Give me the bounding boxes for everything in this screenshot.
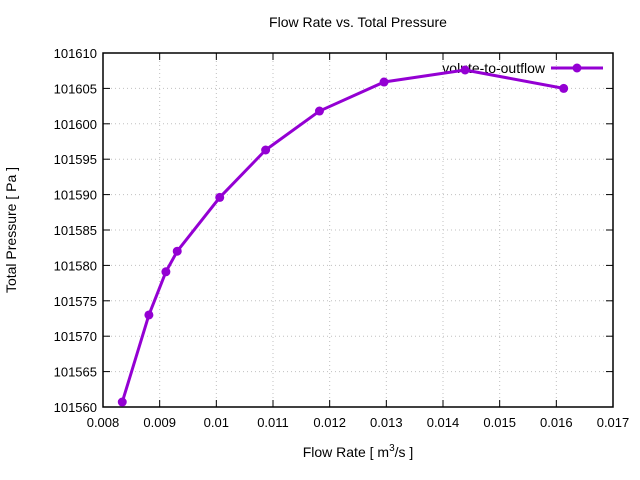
y-tick-label: 101605 bbox=[54, 81, 97, 96]
y-tick-label: 101570 bbox=[54, 329, 97, 344]
chart-title: Flow Rate vs. Total Pressure bbox=[269, 14, 447, 30]
data-point-marker bbox=[215, 192, 225, 202]
legend-sample-marker bbox=[572, 63, 582, 73]
y-tick-label: 101610 bbox=[54, 46, 97, 61]
series-line bbox=[120, 68, 566, 404]
x-axis-label: Flow Rate [ m3/s ] bbox=[303, 443, 414, 460]
data-point-marker bbox=[261, 145, 271, 155]
y-tick-label: 101600 bbox=[54, 117, 97, 132]
x-axis-label-unit: /s ] bbox=[395, 444, 414, 460]
data-point-marker bbox=[460, 65, 470, 75]
y-tick-label: 101560 bbox=[54, 400, 97, 415]
data-point-marker bbox=[559, 83, 569, 93]
x-tick-label: 0.011 bbox=[257, 415, 289, 430]
y-tick-label: 101585 bbox=[54, 223, 97, 238]
x-tick-label: 0.017 bbox=[597, 415, 630, 430]
y-tick-label: 101595 bbox=[54, 152, 97, 167]
x-tick-label: 0.01 bbox=[204, 415, 229, 430]
data-point-marker bbox=[144, 310, 154, 320]
plot-border bbox=[102, 52, 614, 408]
y-tick-label: 101565 bbox=[54, 365, 97, 380]
x-axis-label-superscript: 3 bbox=[389, 443, 395, 454]
y-tick-label: 101590 bbox=[54, 188, 97, 203]
x-tick-label: 0.014 bbox=[427, 415, 460, 430]
x-axis-label-base: Flow Rate [ m bbox=[303, 444, 389, 460]
y-tick-label: 101575 bbox=[54, 294, 97, 309]
legend-label: volute-to-outflow bbox=[442, 60, 546, 76]
data-point-marker bbox=[117, 397, 127, 407]
y-tick-label: 101580 bbox=[54, 258, 97, 273]
x-tick-label: 0.009 bbox=[143, 415, 176, 430]
y-axis-label: Total Pressure [ Pa ] bbox=[3, 167, 19, 293]
x-tick-label: 0.016 bbox=[540, 415, 573, 430]
data-point-marker bbox=[314, 106, 324, 116]
x-tick-label: 0.012 bbox=[313, 415, 346, 430]
data-point-marker bbox=[161, 267, 171, 277]
x-tick-label: 0.008 bbox=[87, 415, 120, 430]
x-tick-label: 0.015 bbox=[483, 415, 516, 430]
data-point-marker bbox=[172, 246, 182, 256]
x-tick-label: 0.013 bbox=[370, 415, 403, 430]
data-point-marker bbox=[379, 77, 389, 87]
